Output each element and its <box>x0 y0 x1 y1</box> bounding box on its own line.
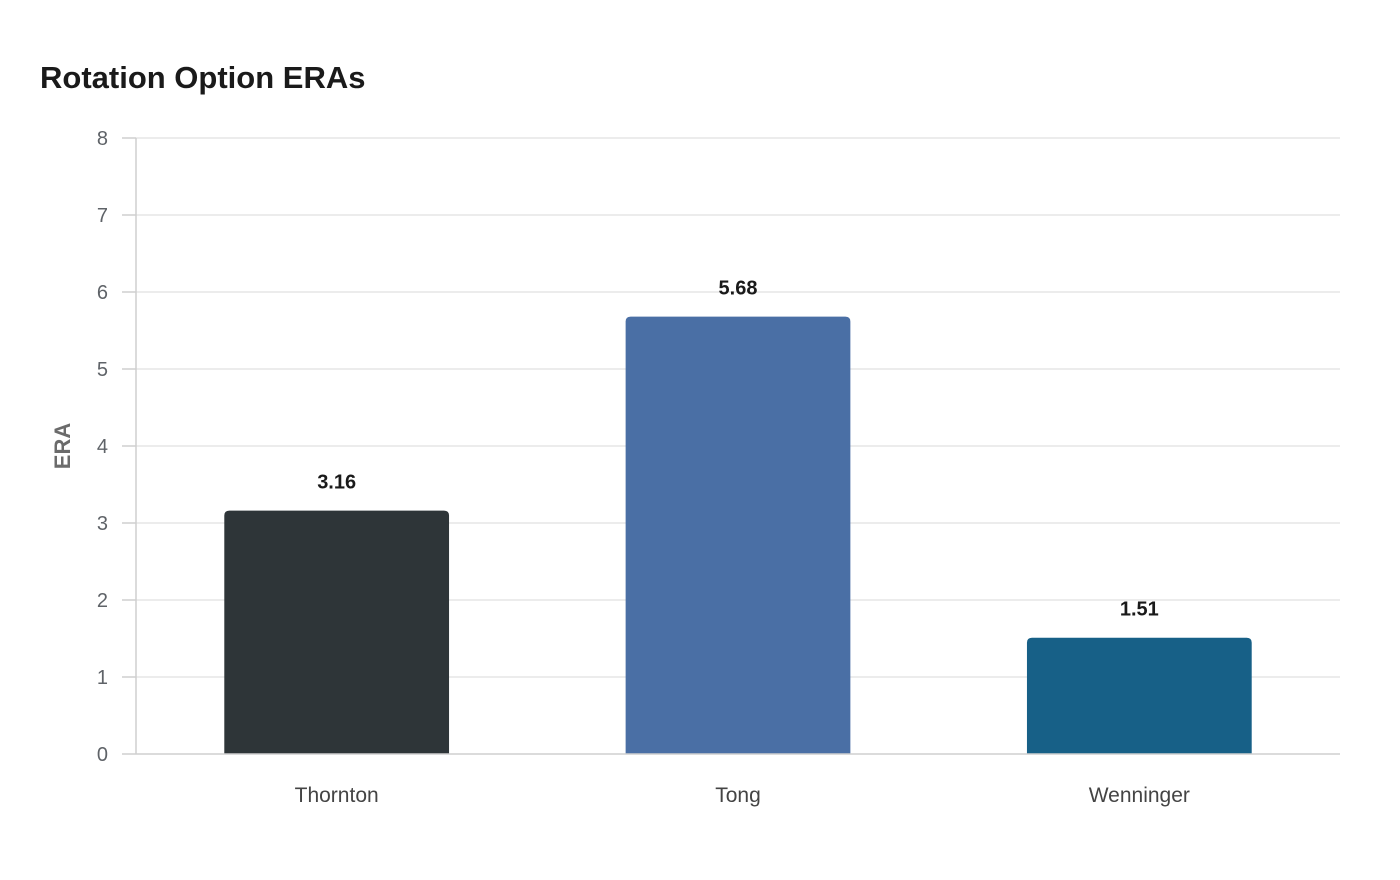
y-axis-title: ERA <box>50 423 75 470</box>
y-tick-label: 1 <box>97 667 108 689</box>
y-tick-label: 2 <box>97 590 108 612</box>
value-label-wenninger: 1.51 <box>1120 599 1159 621</box>
bars: 3.16 5.68 1.51 <box>224 278 1252 754</box>
y-tick-label: 4 <box>97 436 108 458</box>
bar-tong <box>625 316 851 754</box>
y-tick-label: 0 <box>97 744 108 766</box>
value-label-tong: 5.68 <box>719 278 758 300</box>
y-tick-label: 8 <box>97 128 108 150</box>
chart-title: Rotation Option ERAs <box>40 60 366 95</box>
x-tick-label-wenninger: Wenninger <box>1089 784 1190 807</box>
y-tick-label: 5 <box>97 359 108 381</box>
y-axis: 0 1 2 3 4 5 6 7 8 <box>97 128 137 766</box>
y-tick-label: 7 <box>97 205 108 227</box>
value-label-thornton: 3.16 <box>317 472 356 494</box>
x-axis: Thornton Tong Wenninger <box>136 753 1340 807</box>
y-tick-label: 3 <box>97 513 108 535</box>
bar-thornton <box>224 510 450 754</box>
x-tick-label-tong: Tong <box>715 784 761 807</box>
x-tick-label-thornton: Thornton <box>295 784 379 807</box>
bar-wenninger <box>1026 637 1252 754</box>
y-tick-label: 6 <box>97 282 108 304</box>
